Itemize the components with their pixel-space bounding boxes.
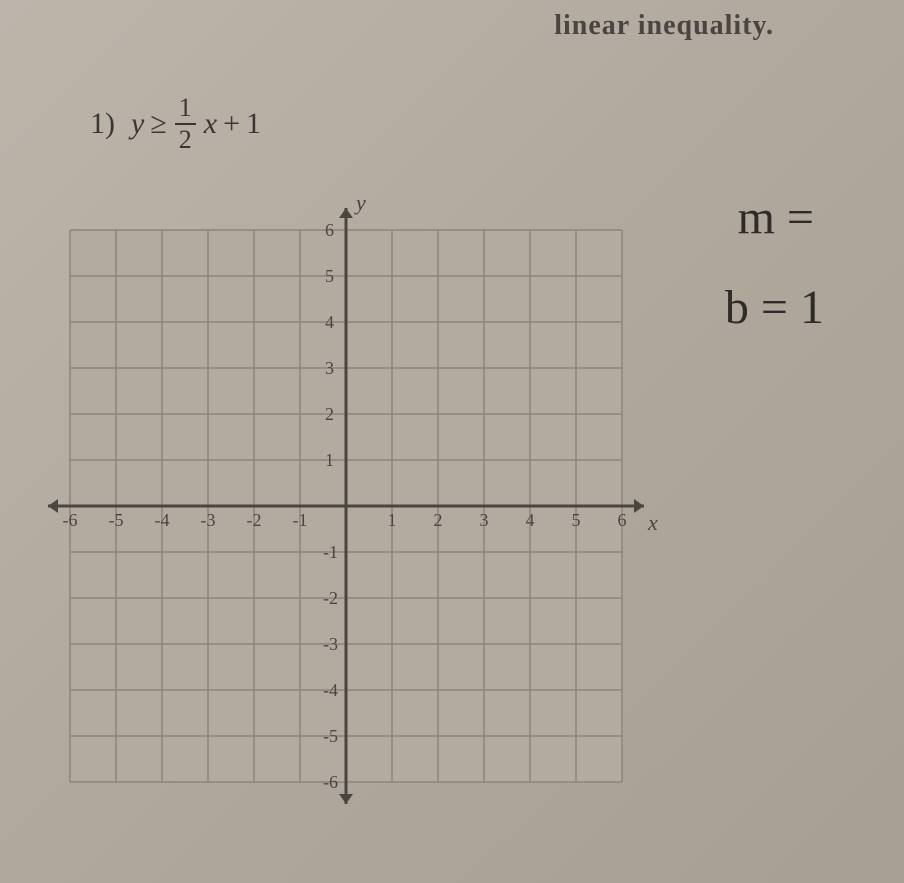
expr-op: ≥ [150, 107, 166, 141]
expr-fraction: 1 2 [175, 95, 196, 153]
svg-text:1: 1 [325, 450, 334, 470]
svg-text:6: 6 [618, 510, 627, 530]
svg-text:6: 6 [325, 220, 334, 240]
svg-text:3: 3 [325, 358, 334, 378]
svg-text:-6: -6 [63, 510, 78, 530]
grid-svg: -6 -5 -4 -3 -2 -1 1 2 3 4 5 6 1 2 3 4 5 6 -1 -2 -3 -4 -5 -6 [40, 200, 652, 812]
svg-text:5: 5 [325, 266, 334, 286]
svg-text:-5: -5 [323, 726, 338, 746]
svg-text:-4: -4 [323, 680, 338, 700]
svg-text:1: 1 [388, 510, 397, 530]
frac-num: 1 [175, 95, 196, 121]
handwritten-b: b = 1 [725, 280, 824, 335]
expr-var: x [204, 107, 217, 141]
svg-text:-2: -2 [323, 588, 338, 608]
expr-const: 1 [246, 107, 261, 141]
svg-text:2: 2 [434, 510, 443, 530]
svg-text:4: 4 [325, 312, 334, 332]
svg-text:-2: -2 [247, 510, 262, 530]
expr-lhs: y [131, 107, 144, 141]
svg-text:4: 4 [526, 510, 535, 530]
worksheet-page: linear inequality. 1) y ≥ 1 2 x + 1 m = … [0, 0, 904, 883]
handwritten-m: m = [738, 190, 814, 245]
problem-number: 1) [90, 107, 115, 141]
svg-text:-5: -5 [109, 510, 124, 530]
svg-text:-1: -1 [293, 510, 308, 530]
svg-text:5: 5 [572, 510, 581, 530]
header-fragment: linear inequality. [554, 10, 774, 42]
svg-text:-6: -6 [323, 772, 338, 792]
svg-text:-1: -1 [323, 542, 338, 562]
svg-text:3: 3 [480, 510, 489, 530]
coordinate-grid: -6 -5 -4 -3 -2 -1 1 2 3 4 5 6 1 2 3 4 5 6 -1 -2 -3 -4 -5 -6 [40, 200, 652, 817]
svg-text:-3: -3 [323, 634, 338, 654]
svg-text:2: 2 [325, 404, 334, 424]
x-axis-label: x [648, 510, 658, 536]
svg-text:-3: -3 [201, 510, 216, 530]
y-axis-label: y [356, 190, 366, 216]
expr-plus: + [223, 107, 240, 141]
svg-text:-4: -4 [155, 510, 170, 530]
frac-den: 2 [175, 127, 196, 153]
problem-expression: 1) y ≥ 1 2 x + 1 [90, 95, 261, 153]
